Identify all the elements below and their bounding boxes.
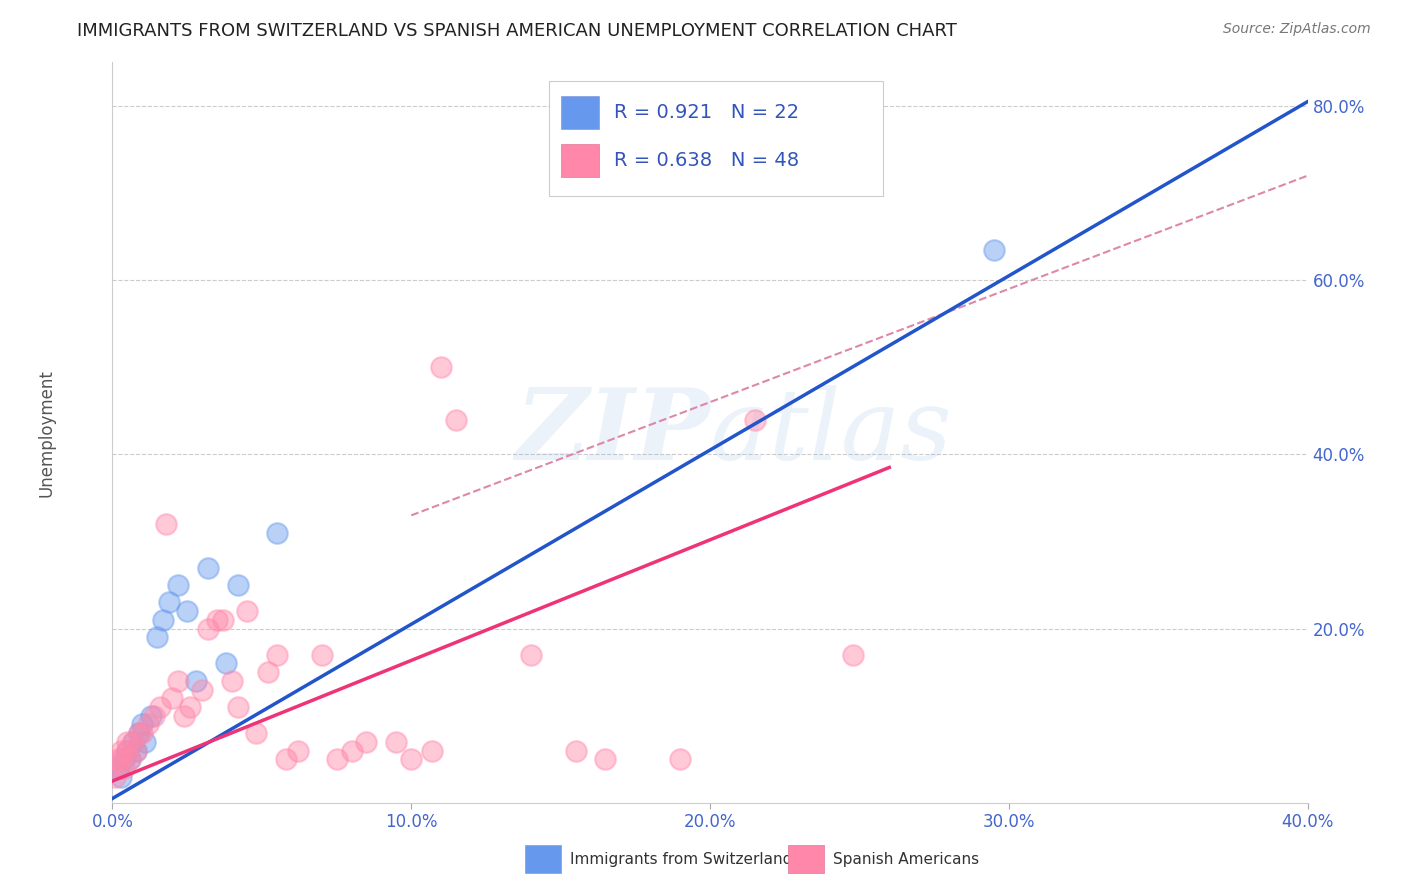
Point — [117, 735, 139, 749]
Text: atlas: atlas — [710, 385, 953, 480]
FancyBboxPatch shape — [787, 845, 824, 873]
Point — [128, 726, 150, 740]
FancyBboxPatch shape — [524, 845, 561, 873]
Point — [744, 412, 766, 426]
Point — [122, 735, 145, 749]
Point — [205, 613, 228, 627]
FancyBboxPatch shape — [561, 144, 599, 178]
Point — [420, 743, 443, 757]
Point — [120, 752, 142, 766]
Point — [401, 752, 423, 766]
Point — [266, 648, 288, 662]
Point — [146, 630, 169, 644]
Text: IMMIGRANTS FROM SWITZERLAND VS SPANISH AMERICAN UNEMPLOYMENT CORRELATION CHART: IMMIGRANTS FROM SWITZERLAND VS SPANISH A… — [77, 22, 957, 40]
Point — [842, 648, 865, 662]
Point — [167, 673, 190, 688]
Point — [176, 604, 198, 618]
Point — [107, 761, 129, 775]
Point — [212, 613, 235, 627]
Point — [125, 743, 148, 757]
Point — [564, 743, 586, 757]
Point — [117, 743, 139, 757]
Point — [131, 726, 153, 740]
Point — [104, 770, 127, 784]
Text: R = 0.638   N = 48: R = 0.638 N = 48 — [614, 152, 800, 170]
Point — [444, 412, 467, 426]
Point — [385, 735, 408, 749]
Point — [274, 752, 297, 766]
Point — [134, 735, 156, 749]
Point — [430, 360, 453, 375]
Point — [149, 700, 172, 714]
Point — [983, 243, 1005, 257]
Point — [117, 743, 139, 757]
Point — [325, 752, 347, 766]
Point — [107, 761, 129, 775]
Point — [125, 743, 148, 757]
Point — [110, 743, 132, 757]
Point — [120, 752, 142, 766]
Point — [197, 560, 219, 574]
Point — [157, 595, 180, 609]
Point — [152, 613, 174, 627]
Point — [226, 700, 249, 714]
Point — [143, 708, 166, 723]
Point — [179, 700, 201, 714]
Point — [520, 648, 543, 662]
Point — [245, 726, 267, 740]
Point — [114, 752, 135, 766]
Point — [167, 578, 190, 592]
Text: ZIP: ZIP — [515, 384, 710, 481]
Point — [266, 525, 288, 540]
Point — [173, 708, 195, 723]
Point — [138, 717, 160, 731]
Point — [287, 743, 309, 757]
Point — [215, 657, 238, 671]
Text: Spanish Americans: Spanish Americans — [834, 853, 979, 867]
Point — [340, 743, 363, 757]
Text: Source: ZipAtlas.com: Source: ZipAtlas.com — [1223, 22, 1371, 37]
FancyBboxPatch shape — [548, 81, 883, 195]
Point — [595, 752, 617, 766]
Point — [186, 673, 208, 688]
Point — [110, 752, 132, 766]
Point — [669, 752, 692, 766]
Point — [197, 622, 219, 636]
Point — [191, 682, 214, 697]
Point — [110, 770, 132, 784]
Point — [356, 735, 378, 749]
Text: R = 0.921   N = 22: R = 0.921 N = 22 — [614, 103, 800, 121]
Point — [114, 761, 135, 775]
Point — [162, 691, 183, 706]
Point — [236, 604, 259, 618]
Text: Unemployment: Unemployment — [38, 368, 56, 497]
Point — [141, 708, 163, 723]
Point — [311, 648, 333, 662]
Point — [122, 735, 145, 749]
Point — [107, 752, 129, 766]
Point — [131, 717, 153, 731]
Point — [155, 517, 177, 532]
Point — [128, 726, 150, 740]
Point — [257, 665, 280, 680]
Point — [226, 578, 249, 592]
Text: Immigrants from Switzerland: Immigrants from Switzerland — [571, 853, 793, 867]
FancyBboxPatch shape — [561, 95, 599, 129]
Point — [221, 673, 243, 688]
